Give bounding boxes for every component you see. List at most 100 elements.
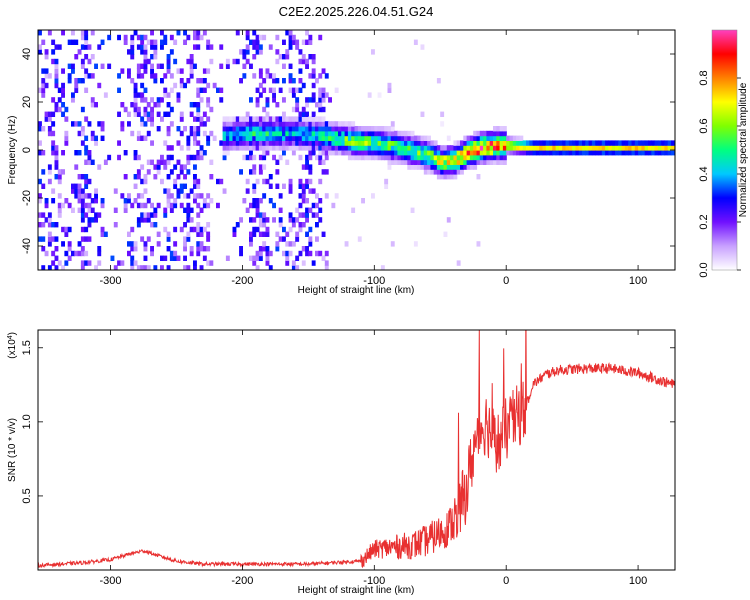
- spectrogram-cell: [130, 130, 135, 137]
- spectrogram-cell: [163, 212, 168, 218]
- spectrogram-cell: [84, 202, 89, 209]
- spectrogram-cell: [648, 140, 652, 146]
- spectrogram-cell: [47, 212, 52, 218]
- spectrogram-cell: [239, 145, 243, 151]
- spectrogram-cell: [387, 87, 392, 93]
- spectrogram-cell: [354, 140, 359, 146]
- spectrogram-cell: [196, 241, 201, 247]
- spectrogram-cell: [308, 169, 313, 175]
- spectrogram-cell: [476, 140, 481, 146]
- spectrogram-cell: [265, 121, 270, 127]
- spectrogram-cell: [229, 130, 234, 137]
- spectrogram-cell: [64, 135, 69, 141]
- spectrogram-cell: [278, 154, 283, 161]
- spectrogram-cell: [291, 126, 296, 132]
- spectrogram-cell: [321, 145, 326, 151]
- spectrogram-cell: [641, 140, 646, 146]
- spectrogram-cell: [469, 150, 474, 156]
- spectrogram-cell: [417, 159, 422, 165]
- spectrogram-cell: [648, 150, 652, 156]
- spectrogram-cell: [193, 193, 197, 199]
- spectrogram-cell: [275, 135, 280, 141]
- spectrogram-cell: [493, 135, 497, 141]
- spectrogram-cell: [282, 135, 286, 141]
- spectrogram-cell: [387, 164, 392, 170]
- spectrogram-cell: [38, 30, 42, 36]
- spectrogram-cell: [44, 68, 49, 74]
- spectrogram-cell: [189, 154, 194, 161]
- spectrogram-cell: [51, 250, 56, 257]
- spectrogram-cell: [473, 130, 478, 137]
- spectrogram-cell: [153, 174, 158, 180]
- spectrogram-cell: [288, 30, 293, 36]
- spectrogram-cell: [453, 140, 458, 146]
- spectrogram-cell: [80, 265, 85, 270]
- spectrogram-cell: [196, 78, 201, 84]
- spectrogram-cell: [387, 130, 392, 137]
- spectrogram-cell: [199, 87, 204, 93]
- spectrogram-cell: [80, 202, 85, 209]
- spectrogram-cell: [153, 212, 158, 218]
- spectrogram-cell: [166, 159, 171, 165]
- spectrogram-cell: [186, 236, 191, 242]
- spectrogram-cell: [225, 121, 230, 127]
- spectrogram-cell: [344, 121, 349, 127]
- spectrogram-cell: [278, 207, 283, 213]
- spectrogram-cell: [529, 150, 534, 156]
- spectrogram-cell: [318, 159, 323, 165]
- spectrogram-cell: [249, 150, 253, 156]
- spectrogram-cell: [397, 159, 402, 165]
- spectrogram-cell: [321, 92, 326, 98]
- spectrogram-cell: [258, 154, 263, 161]
- spectrogram-cell: [235, 130, 240, 137]
- spectrogram-cell: [183, 222, 187, 228]
- spectrogram-cell: [183, 246, 187, 252]
- spectrogram-cell: [216, 87, 220, 93]
- spectrogram-cell: [87, 73, 92, 79]
- spectrogram-cell: [526, 150, 530, 156]
- spectrogram-cell: [308, 188, 313, 194]
- spectrogram-cell: [341, 130, 346, 137]
- colorbar-tick-0-6-label: 0.6: [698, 118, 710, 133]
- spectrogram-cell: [54, 63, 59, 69]
- spectrogram-cell: [295, 121, 300, 127]
- spectrogram-cell: [136, 68, 141, 74]
- spectrogram-cell: [71, 63, 75, 69]
- spectrogram-cell: [143, 246, 148, 252]
- spectrogram-cell: [54, 246, 59, 252]
- spectrogram-cell: [193, 44, 197, 50]
- spectrogram-cell: [54, 222, 59, 228]
- spectrogram-cell: [305, 178, 309, 185]
- spectrogram-cell: [301, 188, 306, 194]
- spectrogram-cell: [443, 169, 448, 175]
- spectrogram-cell: [90, 198, 95, 204]
- spectrogram-cell: [272, 154, 276, 161]
- spectrogram-cell: [558, 145, 563, 151]
- spectrogram-cell: [222, 121, 227, 127]
- spectrogram-cell: [41, 183, 46, 189]
- spectrogram-cell: [41, 92, 46, 98]
- spectrogram-cell: [232, 231, 237, 237]
- spectrogram-cell: [169, 202, 174, 209]
- spectrogram-cell: [245, 58, 250, 65]
- spectrogram-cell: [427, 169, 431, 175]
- spectrogram-cell: [150, 202, 154, 209]
- spectrogram-cell: [143, 34, 148, 41]
- spectrogram-cell: [41, 265, 46, 270]
- spectrogram-cell: [463, 164, 468, 170]
- spectrogram-cell: [61, 82, 65, 89]
- spectrogram-cell: [351, 126, 356, 132]
- spectrogram-cell: [275, 246, 280, 252]
- spectrogram-cell: [255, 102, 260, 108]
- spectrogram-cell: [225, 126, 230, 132]
- spectrogram-cell: [90, 159, 95, 165]
- spectrogram-cell: [268, 183, 273, 189]
- spectrogram-cell: [301, 260, 306, 266]
- spectrogram-cell: [252, 231, 257, 237]
- spectrogram-cell: [466, 154, 471, 161]
- spectrogram-cell: [489, 159, 494, 165]
- spectrogram-cell: [193, 126, 197, 132]
- spectrogram-cell: [186, 135, 191, 141]
- spectrogram-cell: [651, 150, 656, 156]
- spectrogram-cell: [90, 217, 95, 223]
